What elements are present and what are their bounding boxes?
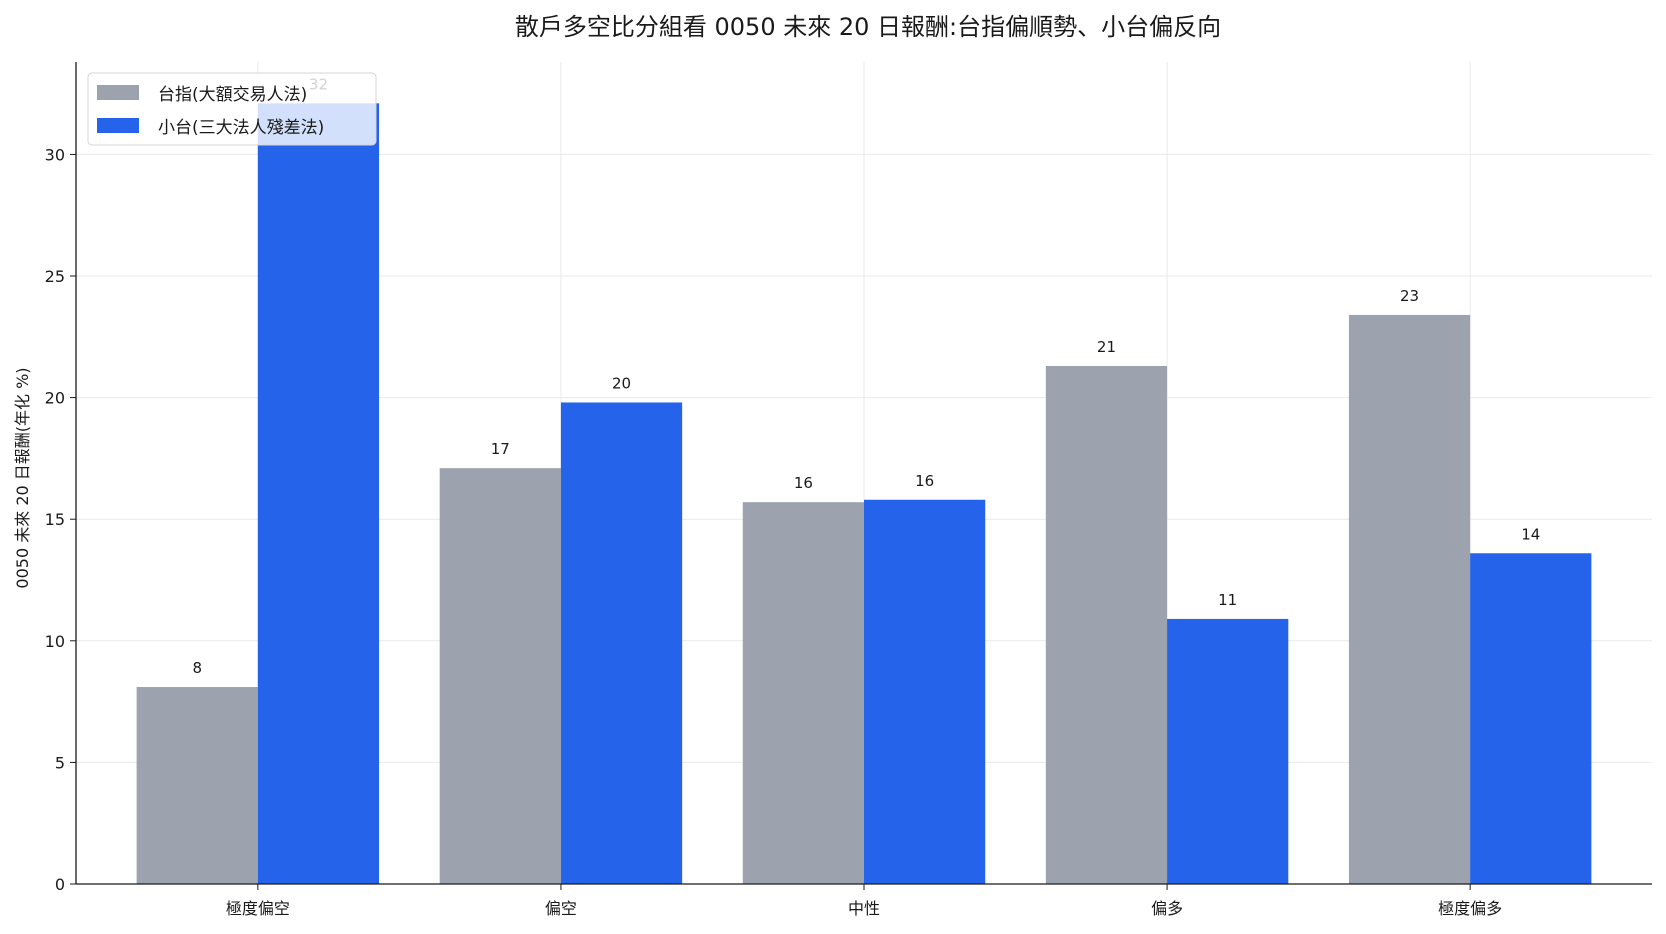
data-label: 17 bbox=[491, 440, 510, 458]
legend: 台指(大額交易人法) 小台(三大法人殘差法) bbox=[87, 72, 377, 146]
data-labels: 8321720161621112314 bbox=[192, 75, 1540, 677]
data-label: 16 bbox=[915, 472, 934, 490]
y-tick-label: 15 bbox=[45, 510, 65, 529]
axes: 0 5 10 15 20 25 30 極度偏空 偏空 中性 偏多 極度偏多 bbox=[45, 62, 1652, 918]
y-tick-label: 30 bbox=[45, 145, 65, 164]
bar-series-1 bbox=[742, 502, 864, 884]
chart-title: 散戶多空比分組看 0050 未來 20 日報酬:台指偏順勢、小台偏反向 bbox=[515, 13, 1221, 41]
bar-series-2 bbox=[864, 499, 986, 884]
bar-series-1 bbox=[1045, 365, 1168, 884]
y-tick-label: 5 bbox=[55, 753, 65, 772]
bar-series-2 bbox=[257, 103, 380, 884]
data-label: 20 bbox=[612, 374, 631, 392]
data-label: 8 bbox=[192, 659, 202, 677]
x-tick-label: 偏多 bbox=[1151, 899, 1183, 918]
x-tick-label: 偏空 bbox=[545, 899, 577, 918]
y-axis-label: 0050 未來 20 日報酬(年化 %) bbox=[13, 367, 32, 588]
bar-series-2 bbox=[1167, 618, 1289, 884]
y-tick-label: 20 bbox=[45, 389, 65, 408]
data-label: 11 bbox=[1218, 591, 1237, 609]
x-tick-label: 中性 bbox=[848, 899, 880, 918]
x-tick-label: 極度偏空 bbox=[226, 899, 290, 918]
legend-swatch bbox=[97, 85, 139, 100]
data-label: 23 bbox=[1400, 287, 1419, 305]
legend-label: 小台(三大法人殘差法) bbox=[158, 118, 324, 138]
bar-series-2 bbox=[560, 402, 683, 884]
bar-series-1 bbox=[1348, 314, 1471, 884]
legend-label: 台指(大額交易人法) bbox=[158, 85, 307, 105]
y-tick-label: 25 bbox=[45, 267, 65, 286]
data-label: 21 bbox=[1097, 338, 1116, 356]
legend-box bbox=[87, 72, 377, 146]
y-tick-label: 0 bbox=[55, 875, 65, 894]
bar-series-1 bbox=[136, 687, 258, 884]
bar-series-2 bbox=[1470, 553, 1592, 884]
y-tick-label: 10 bbox=[45, 632, 65, 651]
data-label: 14 bbox=[1521, 525, 1540, 543]
x-tick-label: 極度偏多 bbox=[1438, 899, 1502, 918]
data-label: 16 bbox=[794, 474, 813, 492]
legend-swatch bbox=[97, 118, 139, 133]
bar-series-1 bbox=[439, 468, 561, 884]
bars bbox=[136, 103, 1592, 884]
